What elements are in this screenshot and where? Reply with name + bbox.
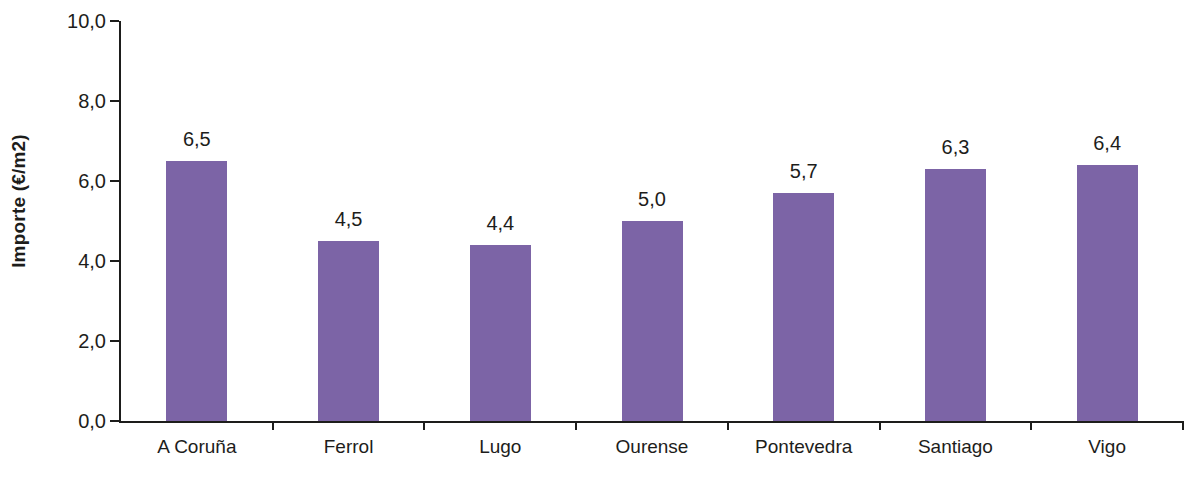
- y-tick-mark: [110, 260, 119, 262]
- x-tick-label: Ourense: [576, 435, 728, 458]
- bar-value-label: 6,5: [152, 127, 242, 151]
- x-tick-label: Lugo: [424, 435, 576, 458]
- bar: [318, 241, 379, 421]
- x-tick-label: Pontevedra: [728, 435, 880, 458]
- y-tick-label: 0,0: [46, 410, 106, 432]
- x-tick-mark: [423, 421, 425, 430]
- y-tick-label: 4,0: [46, 250, 106, 272]
- y-axis-line: [119, 21, 121, 423]
- y-tick-mark: [110, 420, 119, 422]
- bar-value-label: 6,4: [1062, 131, 1152, 155]
- y-tick-label: 8,0: [46, 90, 106, 112]
- bar-value-label: 4,4: [455, 211, 545, 235]
- y-tick-mark: [110, 100, 119, 102]
- bar: [166, 161, 227, 421]
- x-tick-label: Vigo: [1031, 435, 1183, 458]
- bar-value-label: 4,5: [304, 207, 394, 231]
- x-tick-label: Santiago: [880, 435, 1032, 458]
- bar: [622, 221, 683, 421]
- bar: [925, 169, 986, 421]
- bar-chart-importe: Importe (€/m2) 0,02,04,06,08,010,06,5A C…: [0, 0, 1200, 482]
- bar: [1077, 165, 1138, 421]
- y-tick-mark: [110, 20, 119, 22]
- bar: [773, 193, 834, 421]
- x-tick-mark: [272, 421, 274, 430]
- x-tick-mark: [1182, 421, 1184, 430]
- y-tick-mark: [110, 180, 119, 182]
- x-tick-label: A Coruña: [121, 435, 273, 458]
- bar: [470, 245, 531, 421]
- y-tick-label: 6,0: [46, 170, 106, 192]
- x-tick-mark: [575, 421, 577, 430]
- x-tick-label: Ferrol: [273, 435, 425, 458]
- x-tick-mark: [879, 421, 881, 430]
- plot-area: 0,02,04,06,08,010,06,5A Coruña4,5Ferrol4…: [121, 21, 1183, 421]
- bar-value-label: 5,0: [607, 187, 697, 211]
- y-tick-label: 10,0: [46, 10, 106, 32]
- bar-value-label: 5,7: [759, 159, 849, 183]
- x-tick-mark: [727, 421, 729, 430]
- y-tick-label: 2,0: [46, 330, 106, 352]
- bar-value-label: 6,3: [910, 135, 1000, 159]
- x-tick-mark: [1030, 421, 1032, 430]
- y-axis-title: Importe (€/m2): [8, 134, 30, 268]
- y-tick-mark: [110, 340, 119, 342]
- x-axis-line: [119, 421, 1183, 423]
